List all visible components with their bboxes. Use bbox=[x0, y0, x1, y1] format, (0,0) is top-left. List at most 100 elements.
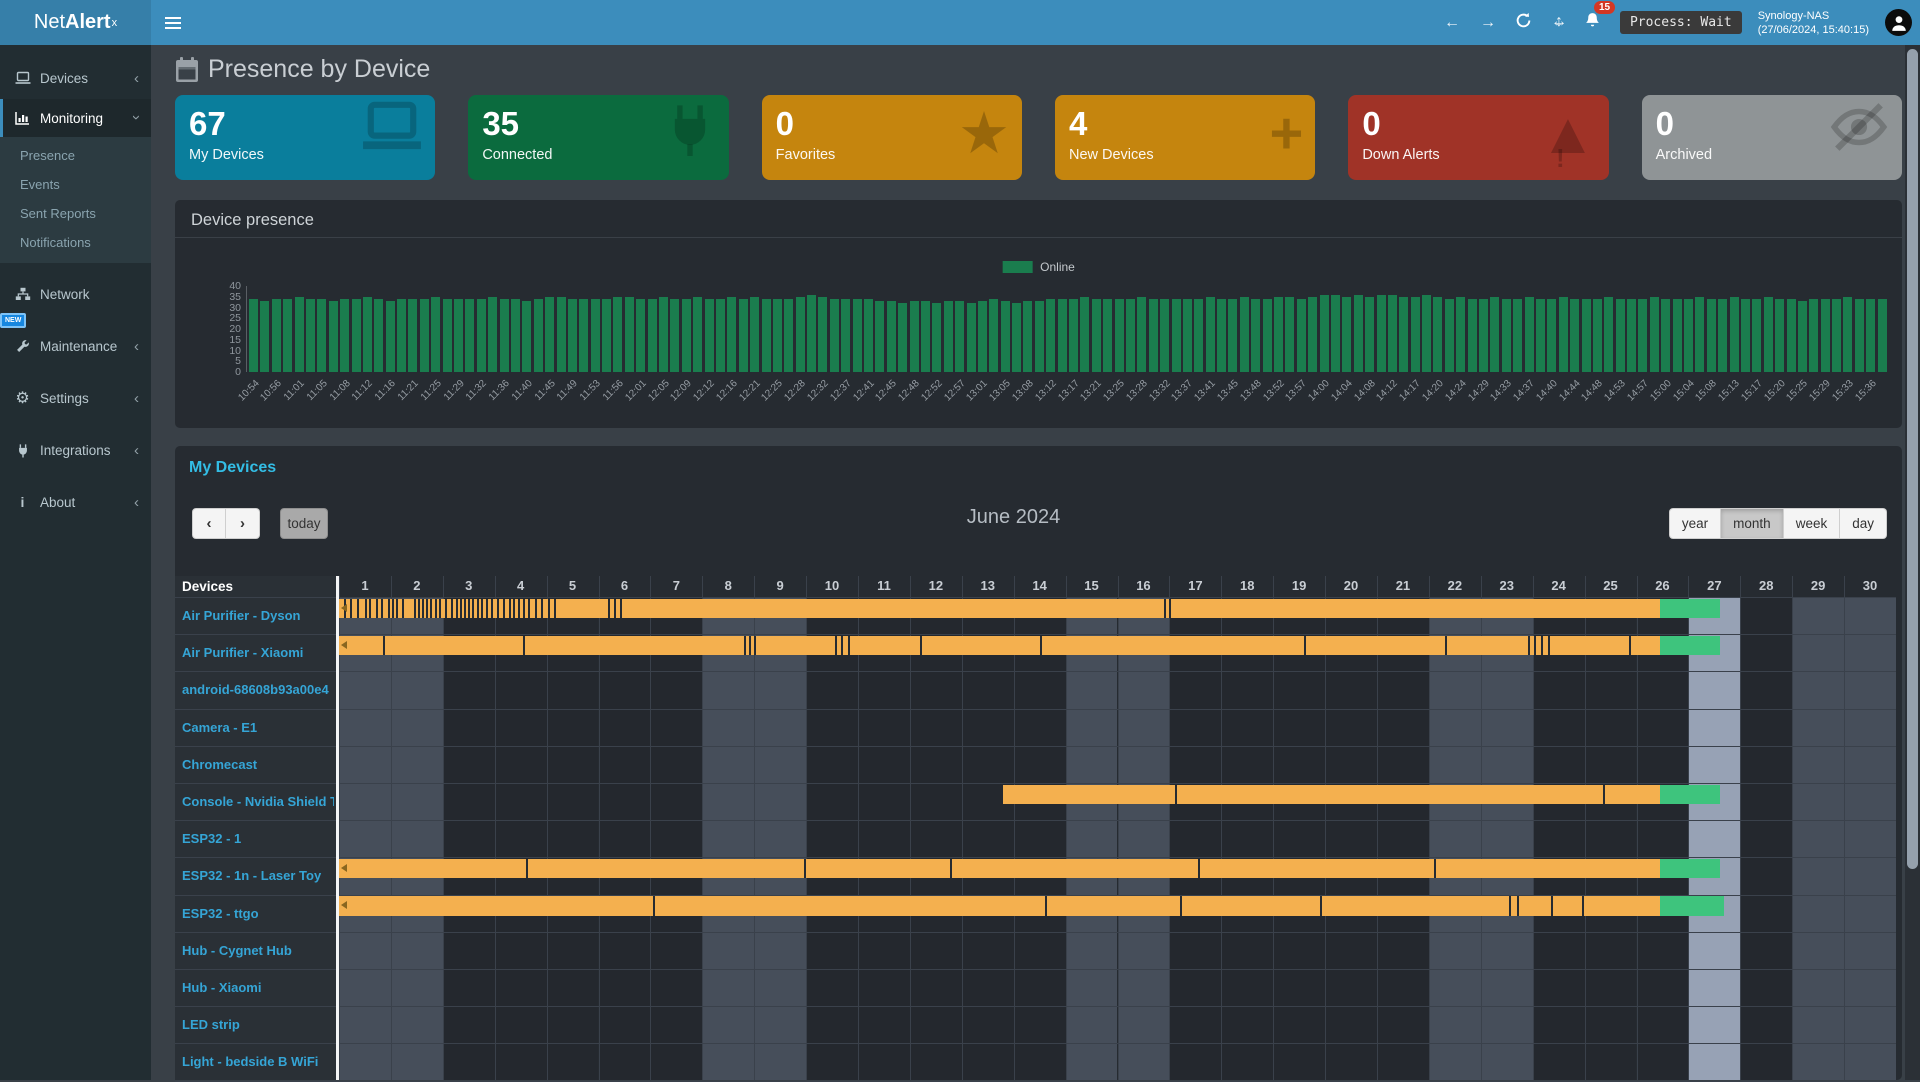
brand-logo[interactable]: Net Alert x bbox=[0, 0, 151, 45]
offline-gap-tick bbox=[743, 635, 746, 656]
card-down-alerts[interactable]: 0 Down Alerts ▲! bbox=[1348, 95, 1609, 180]
presence-bar bbox=[533, 298, 543, 372]
continues-before-arrow-icon bbox=[341, 901, 347, 910]
gantt-bar-now[interactable] bbox=[1659, 896, 1724, 916]
card-connected[interactable]: 35 Connected bbox=[468, 95, 729, 180]
submenu-item-notifications[interactable]: Notifications bbox=[20, 235, 91, 250]
offline-gap-tick bbox=[445, 598, 448, 618]
page-header: Presence by Device bbox=[175, 55, 430, 84]
device-name[interactable]: Chromecast bbox=[182, 756, 258, 772]
device-name[interactable]: android-68608b93a00e4 bbox=[182, 682, 329, 698]
device-name[interactable]: Camera - E1 bbox=[182, 719, 258, 735]
card-value: 4 bbox=[1068, 105, 1088, 142]
card-favorites[interactable]: 0 Favorites ★ bbox=[761, 95, 1022, 180]
scrollbar-thumb[interactable] bbox=[1907, 49, 1918, 869]
submenu-item-presence[interactable]: Presence bbox=[20, 148, 75, 163]
sidebar-item-network[interactable]: Network bbox=[0, 273, 151, 315]
view-month-button[interactable]: month bbox=[1721, 508, 1784, 539]
presence-bar bbox=[1786, 298, 1796, 372]
device-name[interactable]: Console - Nvidia Shield T bbox=[182, 794, 334, 810]
gantt-bar-online[interactable] bbox=[339, 858, 1660, 879]
chart-legend[interactable]: Online bbox=[1002, 260, 1075, 274]
submenu-item-events[interactable]: Events bbox=[20, 177, 60, 192]
view-year-button[interactable]: year bbox=[1668, 508, 1722, 539]
gantt-bar-online[interactable] bbox=[1003, 784, 1660, 804]
grid-column-line bbox=[1325, 576, 1327, 1080]
device-name[interactable]: ESP32 - 1n - Laser Toy bbox=[182, 868, 322, 884]
notifications-bell-icon[interactable]: 15 bbox=[1584, 1, 1616, 34]
device-name[interactable]: ESP32 - ttgo bbox=[182, 905, 259, 921]
laptop-icon bbox=[361, 99, 423, 169]
today-button[interactable]: today bbox=[280, 508, 328, 539]
top-navbar: Net Alert x ← → ↔ ↕ 15 Process: Wait Synolo… bbox=[0, 0, 1920, 45]
presence-bar bbox=[1661, 298, 1671, 372]
user-avatar[interactable] bbox=[1885, 9, 1912, 36]
prev-month-button[interactable]: ‹ bbox=[192, 508, 226, 539]
day-column bbox=[494, 597, 547, 1080]
offline-gap-tick bbox=[554, 598, 557, 618]
sidebar: Devices ‹ Monitoring › Presence Events S… bbox=[0, 45, 151, 1080]
brand-sup: x bbox=[111, 16, 118, 29]
sidebar-item-maintenance[interactable]: NEW Maintenance ‹ bbox=[0, 313, 151, 367]
offline-gap-tick bbox=[356, 598, 359, 618]
grid-column-line bbox=[494, 576, 496, 1080]
day-number-header: 27 bbox=[1707, 578, 1722, 593]
laptop-icon bbox=[14, 71, 31, 85]
presence-bar bbox=[567, 298, 577, 372]
sidebar-item-devices[interactable]: Devices ‹ bbox=[0, 57, 151, 99]
grid-row-line bbox=[175, 745, 1896, 747]
gantt-bar-now[interactable] bbox=[1659, 784, 1720, 804]
device-name[interactable]: Hub - Cygnet Hub bbox=[182, 942, 292, 958]
presence-bar bbox=[1069, 298, 1078, 372]
day-column bbox=[909, 597, 962, 1080]
card-archived[interactable]: 0 Archived bbox=[1641, 95, 1902, 180]
presence-bar bbox=[1137, 296, 1147, 373]
move-icon[interactable]: ↔ ↕ bbox=[1550, 12, 1567, 30]
sidebar-item-monitoring[interactable]: Monitoring › bbox=[0, 99, 151, 137]
day-column bbox=[858, 597, 910, 1080]
view-week-button[interactable]: week bbox=[1783, 508, 1841, 539]
device-name[interactable]: ESP32 - 1 bbox=[182, 831, 242, 847]
refresh-icon[interactable] bbox=[1514, 12, 1534, 34]
day-column bbox=[390, 597, 443, 1080]
card-value: 67 bbox=[189, 105, 226, 142]
presence-bar bbox=[1535, 298, 1545, 372]
day-number-header: 7 bbox=[672, 578, 680, 593]
offline-gap-tick bbox=[1434, 858, 1437, 879]
eye-slash-icon bbox=[1828, 99, 1890, 169]
sidebar-item-integrations[interactable]: Integrations ‹ bbox=[0, 429, 151, 471]
sidebar-item-about[interactable]: i About ‹ bbox=[0, 481, 151, 523]
gantt-bar-online[interactable] bbox=[339, 598, 1660, 618]
grid-row-line bbox=[175, 1080, 1896, 1082]
hamburger-menu-icon[interactable] bbox=[165, 14, 183, 30]
gantt-bar-now[interactable] bbox=[1659, 635, 1720, 656]
sidebar-item-settings[interactable]: ⚙ Settings ‹ bbox=[0, 377, 151, 419]
gantt-bar-online[interactable] bbox=[339, 896, 1660, 916]
device-name[interactable]: Hub - Xiaomi bbox=[182, 980, 262, 996]
gantt-bar-now[interactable] bbox=[1659, 858, 1720, 879]
next-month-button[interactable]: › bbox=[226, 508, 260, 539]
grid-column-line bbox=[1221, 576, 1223, 1080]
offline-gap-tick bbox=[1527, 635, 1530, 656]
card-label: Favorites bbox=[775, 147, 836, 163]
back-arrow-icon[interactable]: ← bbox=[1443, 13, 1460, 31]
card-my-devices[interactable]: 67 My Devices bbox=[175, 95, 436, 180]
presence-bar bbox=[1649, 296, 1659, 373]
card-new-devices[interactable]: 4 New Devices + bbox=[1054, 95, 1316, 180]
continues-before-arrow-icon bbox=[341, 640, 347, 649]
page-scrollbar[interactable] bbox=[1905, 45, 1920, 1080]
view-day-button[interactable]: day bbox=[1840, 508, 1887, 539]
gantt-bar-online[interactable] bbox=[339, 635, 1660, 656]
submenu-item-sent-reports[interactable]: Sent Reports bbox=[20, 206, 96, 221]
presence-bar bbox=[1239, 296, 1249, 373]
device-name[interactable]: Air Purifier - Xiaomi bbox=[182, 645, 304, 661]
grid-column-line bbox=[1480, 576, 1482, 1080]
device-name[interactable]: Air Purifier - Dyson bbox=[182, 608, 301, 624]
device-name[interactable]: Light - bedside B WiFi bbox=[182, 1054, 319, 1070]
gantt-bar-now[interactable] bbox=[1659, 598, 1720, 618]
offline-gap-tick bbox=[607, 598, 610, 618]
presence-bar bbox=[294, 296, 304, 373]
forward-arrow-icon[interactable]: → bbox=[1479, 13, 1496, 31]
device-name[interactable]: LED strip bbox=[182, 1017, 240, 1033]
presence-bar bbox=[864, 298, 873, 372]
